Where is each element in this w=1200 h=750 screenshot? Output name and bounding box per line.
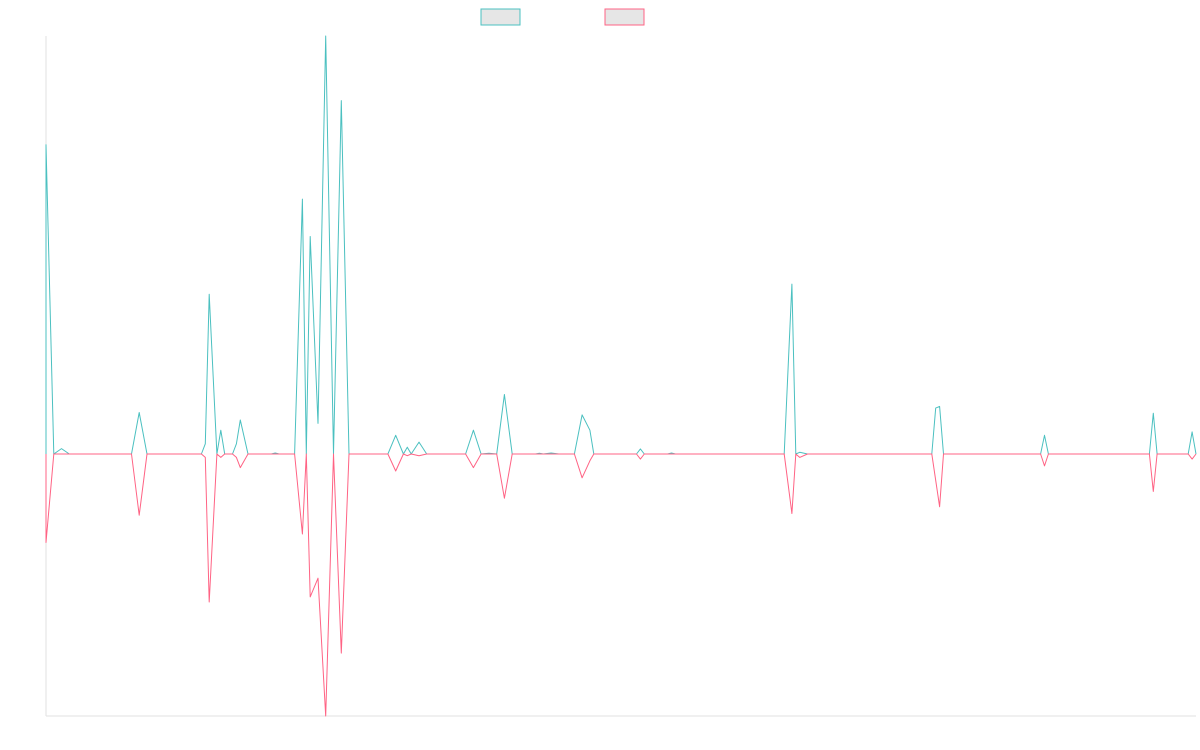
series-layer (45, 35, 1197, 717)
series-line-2 (45, 453, 1197, 717)
axes (45, 36, 1196, 717)
legend-swatch-2[interactable] (604, 8, 645, 26)
legend (480, 8, 645, 26)
series-line-1 (45, 35, 1197, 455)
legend-swatch-1[interactable] (480, 8, 521, 26)
